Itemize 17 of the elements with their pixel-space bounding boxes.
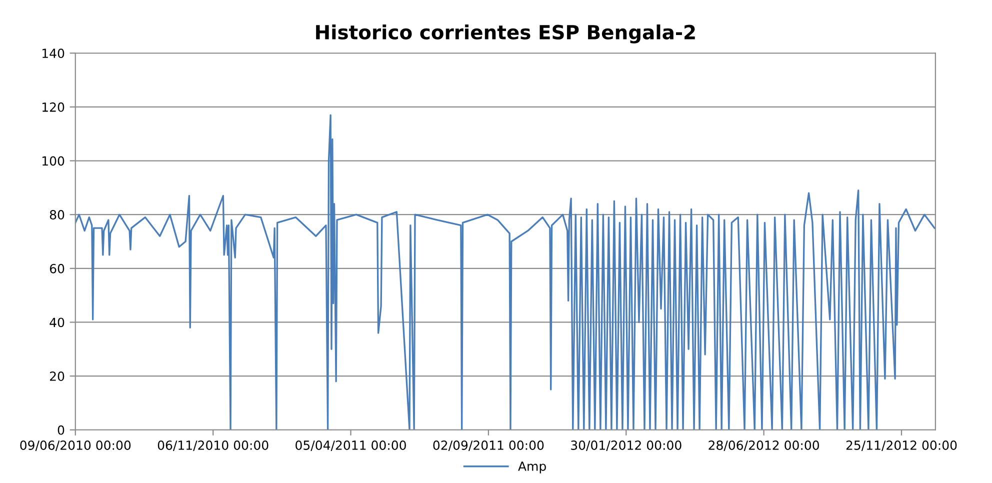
x-tick-label: 25/11/2012 00:00: [846, 440, 957, 451]
y-tick-label: 0: [58, 425, 64, 435]
x-tick-label: 06/11/2010 00:00: [158, 440, 268, 451]
y-tick-label: 120: [42, 102, 64, 112]
x-tick-label: 09/06/2010 00:00: [20, 440, 131, 451]
x-tick-label: 28/06/2012 00:00: [708, 440, 819, 451]
y-tick-label: 140: [42, 48, 64, 58]
y-tick-label: 40: [50, 318, 64, 328]
y-tick-label: 100: [42, 156, 64, 166]
chart-title: Historico corrientes ESP Bengala-2: [316, 24, 695, 44]
x-tick-label: 05/04/2011 00:00: [296, 440, 406, 451]
x-tick-label: 30/01/2012 00:00: [571, 440, 682, 451]
y-tick-label: 60: [50, 264, 64, 274]
y-tick-label: 80: [50, 210, 64, 220]
x-tick-label: 02/09/2011 00:00: [433, 440, 544, 451]
y-tick-label: 20: [50, 372, 64, 381]
legend-label: Amp: [518, 462, 546, 474]
